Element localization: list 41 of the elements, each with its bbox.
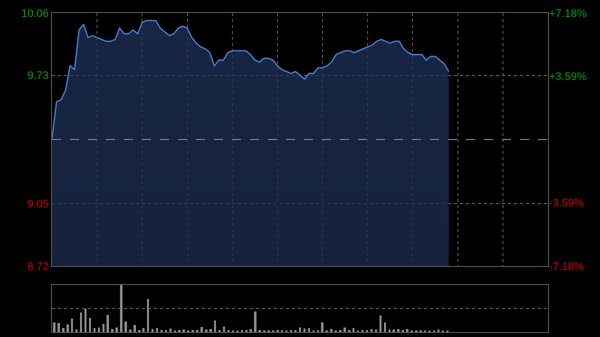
bar bbox=[142, 328, 145, 332]
bar bbox=[169, 328, 172, 332]
bar bbox=[200, 326, 203, 332]
y2-tick-label: -3.59% bbox=[549, 198, 584, 210]
bar bbox=[58, 323, 60, 332]
bar bbox=[62, 328, 64, 332]
y2-tick-label: -7.18% bbox=[549, 260, 584, 273]
bar bbox=[210, 329, 212, 332]
bar bbox=[303, 328, 306, 332]
bar bbox=[106, 315, 109, 332]
bar bbox=[308, 328, 310, 332]
bar bbox=[379, 316, 382, 332]
bar bbox=[406, 329, 408, 332]
bar bbox=[250, 329, 252, 332]
bar bbox=[53, 322, 56, 332]
y-tick-label: 9.73 bbox=[27, 70, 49, 82]
y-tick-label: 10.06 bbox=[21, 8, 49, 20]
bar bbox=[344, 327, 346, 332]
bar bbox=[321, 322, 324, 332]
bar bbox=[214, 320, 216, 332]
bar bbox=[66, 324, 69, 332]
y2-tick-label: +3.59% bbox=[549, 71, 587, 84]
bar bbox=[134, 324, 136, 332]
bar bbox=[102, 324, 104, 332]
bar bbox=[120, 285, 122, 332]
bar bbox=[254, 311, 256, 332]
bar bbox=[330, 329, 332, 332]
bar bbox=[151, 329, 154, 332]
y2-tick-label: +7.18% bbox=[549, 8, 587, 20]
bar bbox=[116, 327, 118, 332]
bar bbox=[111, 329, 114, 332]
y-tick-label: 8.72 bbox=[27, 260, 49, 273]
bar bbox=[370, 329, 373, 332]
bar bbox=[93, 328, 96, 332]
bar bbox=[352, 328, 355, 332]
bar bbox=[384, 322, 386, 332]
bar bbox=[124, 322, 127, 332]
y-tick-label: 9.05 bbox=[27, 198, 49, 211]
bar bbox=[80, 312, 82, 332]
bar bbox=[397, 329, 400, 332]
bar bbox=[156, 328, 158, 332]
